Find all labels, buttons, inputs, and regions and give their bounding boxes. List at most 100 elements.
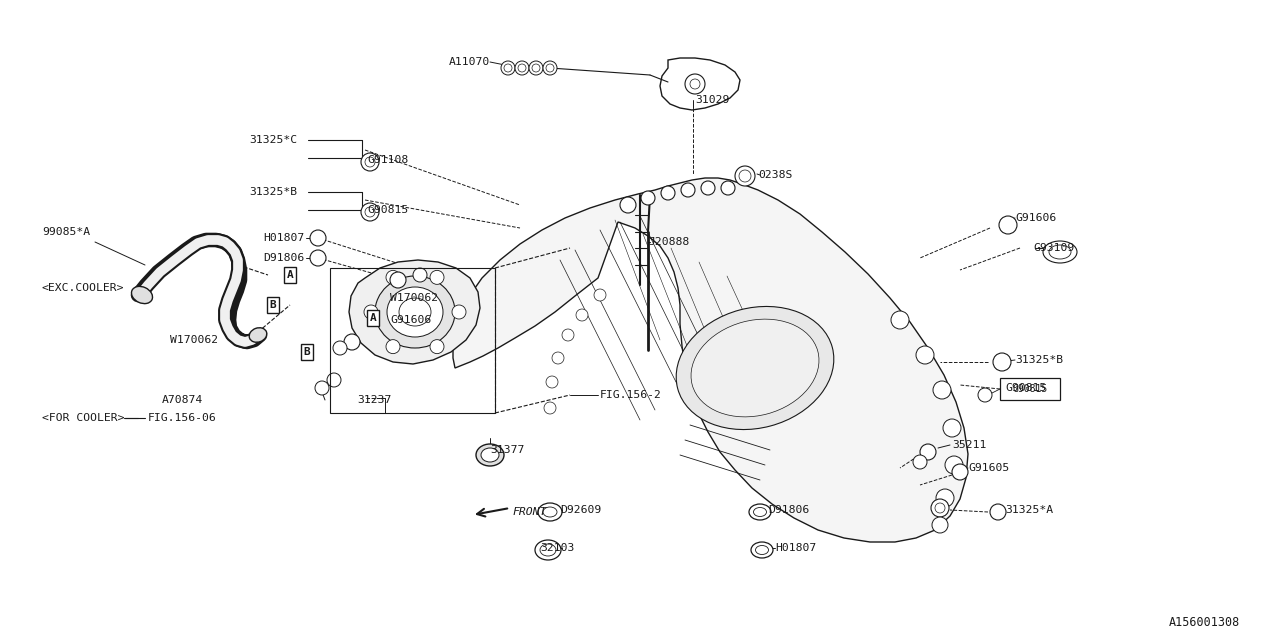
Text: G90815: G90815 <box>1012 384 1047 394</box>
Circle shape <box>547 64 554 72</box>
Circle shape <box>576 309 588 321</box>
Circle shape <box>952 464 968 480</box>
Circle shape <box>518 64 526 72</box>
Circle shape <box>721 181 735 195</box>
Text: <EXC.COOLER>: <EXC.COOLER> <box>42 283 124 293</box>
Text: 31325*B: 31325*B <box>248 187 297 197</box>
Circle shape <box>544 402 556 414</box>
Text: W170062: W170062 <box>390 293 438 303</box>
Ellipse shape <box>132 286 152 303</box>
Text: 0238S: 0238S <box>758 170 792 180</box>
Text: G90815: G90815 <box>367 205 408 215</box>
Circle shape <box>739 170 751 182</box>
Circle shape <box>430 270 444 284</box>
Circle shape <box>690 79 700 89</box>
Circle shape <box>315 381 329 395</box>
Circle shape <box>916 346 934 364</box>
Circle shape <box>562 329 573 341</box>
Circle shape <box>978 388 992 402</box>
Circle shape <box>310 230 326 246</box>
Circle shape <box>430 340 444 354</box>
Text: 32103: 32103 <box>540 543 575 553</box>
Circle shape <box>543 61 557 75</box>
Circle shape <box>701 181 716 195</box>
Ellipse shape <box>691 319 819 417</box>
Text: 99085*A: 99085*A <box>42 227 90 237</box>
Circle shape <box>932 517 948 533</box>
Circle shape <box>660 186 675 200</box>
Circle shape <box>365 207 375 217</box>
Circle shape <box>390 272 406 288</box>
Circle shape <box>920 444 936 460</box>
Circle shape <box>552 352 564 364</box>
Bar <box>1000 378 1060 400</box>
Circle shape <box>529 61 543 75</box>
Text: G91605: G91605 <box>968 463 1009 473</box>
Circle shape <box>504 64 512 72</box>
Circle shape <box>993 353 1011 371</box>
Text: 31377: 31377 <box>490 445 525 455</box>
Text: 31325*B: 31325*B <box>1015 355 1064 365</box>
Text: G93109: G93109 <box>1033 243 1074 253</box>
Circle shape <box>500 61 515 75</box>
Ellipse shape <box>375 276 454 348</box>
Circle shape <box>934 503 945 513</box>
Ellipse shape <box>755 545 768 554</box>
Ellipse shape <box>754 508 767 516</box>
Ellipse shape <box>481 448 499 462</box>
Text: G91108: G91108 <box>367 155 408 165</box>
Text: D91806: D91806 <box>768 505 809 515</box>
Text: A70874: A70874 <box>163 395 204 405</box>
Circle shape <box>620 197 636 213</box>
Ellipse shape <box>476 444 504 466</box>
Text: 31237: 31237 <box>357 395 392 405</box>
Text: G91606: G91606 <box>1015 213 1056 223</box>
Ellipse shape <box>1043 241 1076 263</box>
Ellipse shape <box>751 542 773 558</box>
Circle shape <box>594 289 605 301</box>
Text: D92609: D92609 <box>561 505 602 515</box>
Text: W170062: W170062 <box>170 335 218 345</box>
Ellipse shape <box>535 540 561 560</box>
Ellipse shape <box>540 544 556 556</box>
Circle shape <box>364 305 378 319</box>
Circle shape <box>344 334 360 350</box>
Text: 35211: 35211 <box>952 440 987 450</box>
Polygon shape <box>349 260 480 364</box>
Circle shape <box>326 373 340 387</box>
Bar <box>330 268 495 413</box>
Text: A: A <box>370 313 376 323</box>
Ellipse shape <box>538 503 562 521</box>
Circle shape <box>310 250 326 266</box>
Polygon shape <box>453 178 968 542</box>
Circle shape <box>387 340 399 354</box>
Text: B: B <box>303 347 310 357</box>
Circle shape <box>452 305 466 319</box>
Ellipse shape <box>399 298 431 326</box>
Circle shape <box>547 376 558 388</box>
Circle shape <box>515 61 529 75</box>
Circle shape <box>933 381 951 399</box>
Circle shape <box>333 341 347 355</box>
Text: G91606: G91606 <box>390 315 431 325</box>
Circle shape <box>943 419 961 437</box>
Ellipse shape <box>543 507 557 517</box>
Text: B: B <box>270 300 276 310</box>
Circle shape <box>931 499 948 517</box>
Text: H01807: H01807 <box>264 233 305 243</box>
Ellipse shape <box>676 307 833 429</box>
Circle shape <box>891 311 909 329</box>
Circle shape <box>945 456 963 474</box>
Ellipse shape <box>387 287 443 337</box>
Circle shape <box>681 183 695 197</box>
Circle shape <box>936 489 954 507</box>
Text: A11070: A11070 <box>449 57 490 67</box>
Circle shape <box>532 64 540 72</box>
Text: 31029: 31029 <box>695 95 730 105</box>
Text: FIG.156-06: FIG.156-06 <box>148 413 216 423</box>
Text: FRONT: FRONT <box>512 507 547 517</box>
Text: 31325*C: 31325*C <box>248 135 297 145</box>
Circle shape <box>998 216 1018 234</box>
Text: A: A <box>287 270 293 280</box>
Text: G90815: G90815 <box>1005 383 1046 393</box>
